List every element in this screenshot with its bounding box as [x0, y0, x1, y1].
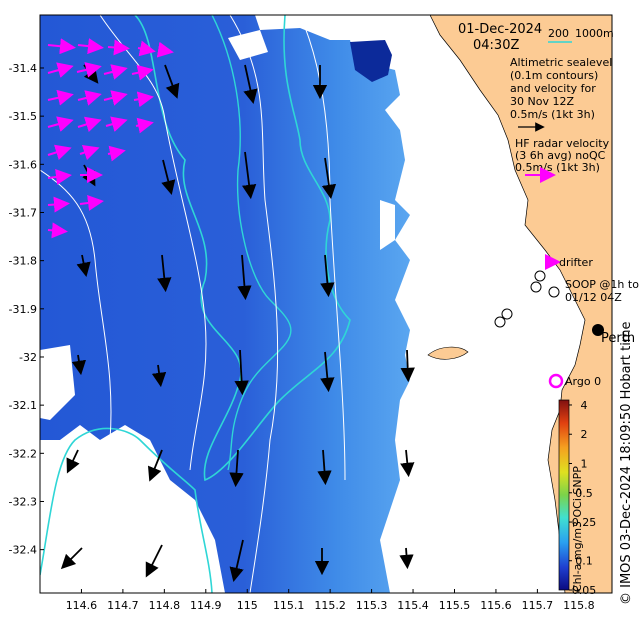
- title-time: 04:30Z: [473, 38, 519, 53]
- y-tick-label: -31.7: [9, 206, 37, 219]
- argo-marker: [548, 373, 564, 389]
- colorbar-tick-label: 2: [581, 428, 588, 441]
- x-tick-label: 115.1: [273, 599, 305, 612]
- x-tick-label: 115.8: [563, 599, 595, 612]
- x-tick-label: 114.6: [66, 599, 98, 612]
- city-label: Perth: [601, 331, 635, 346]
- legend-line: SOOP @1h to: [565, 278, 639, 291]
- legend-line: 01/12 04Z: [565, 291, 622, 304]
- isobath-1000: [40, 427, 213, 593]
- plot-frame: [39, 14, 613, 594]
- legend-line: 0.5m/s (1kt 3h): [515, 161, 600, 174]
- perth-marker: [592, 324, 604, 336]
- colorbar-tick-label: 4: [581, 399, 588, 412]
- drifter-label: drifter: [559, 256, 593, 269]
- colorbar-tick-label: 0.05: [572, 584, 597, 597]
- legend-line: (0.1m contours): [510, 69, 598, 82]
- legend-line: Altimetric sealevel: [510, 56, 612, 69]
- colorbar-tick-label: 0.1: [575, 555, 593, 568]
- y-tick-label: -31.6: [9, 158, 37, 171]
- x-tick-label: 115: [237, 599, 258, 612]
- argo-label: Argo 0: [565, 375, 601, 388]
- x-tick-label: 114.8: [149, 599, 181, 612]
- colorbar-ticks: 4 2 1 0.5 0.25 0.1 0.05: [569, 399, 596, 597]
- title-date: 01-Dec-2024: [458, 22, 542, 37]
- x-axis: 114.6 114.7 114.8 114.9 115 115.1 115.2 115.3 11…: [66, 589, 595, 612]
- credit-text: © IMOS 03-Dec-2024 18:09:50 Hobart time: [619, 321, 634, 605]
- x-tick-label: 115.5: [439, 599, 471, 612]
- isobath-200: [134, 15, 351, 482]
- y-tick-label: -32.3: [9, 495, 37, 508]
- altimetry-arrows: [60, 64, 415, 583]
- x-tick-label: 115.3: [356, 599, 388, 612]
- colorbar: [558, 399, 570, 591]
- chlorophyll-field: [40, 15, 410, 593]
- legend-line: HF radar velocity: [515, 137, 610, 150]
- y-tick-label: -32.1: [9, 399, 37, 412]
- colorbar-tick-label: 0.25: [572, 516, 597, 529]
- x-tick-label: 114.7: [107, 599, 139, 612]
- hf-radar-arrows: [47, 38, 174, 239]
- isobath-label-200: 200: [548, 27, 569, 40]
- colorbar-tick-label: 0.5: [575, 487, 593, 500]
- y-tick-label: -31.5: [9, 110, 37, 123]
- y-tick-label: -32.2: [9, 447, 37, 460]
- isobath-label-1000: 1000m: [575, 27, 614, 40]
- legend-line: (3 6h avg) noQC: [515, 149, 606, 162]
- colorbar-tick-label: 1: [581, 458, 588, 471]
- y-axis: -31.4 -31.5 -31.6 -31.7 -31.8 -31.9 -32 -32.1 -3…: [9, 62, 44, 557]
- legend-line: 0.5m/s (1kt 3h): [510, 108, 595, 121]
- y-tick-label: -31.9: [9, 303, 37, 316]
- soop-track: [494, 270, 560, 328]
- altimetry-legend: Altimetric sealevel(0.1m contours)and ve…: [510, 56, 612, 121]
- y-tick-label: -32: [19, 351, 37, 364]
- x-tick-label: 115.2: [314, 599, 346, 612]
- y-tick-label: -31.8: [9, 255, 37, 268]
- y-tick-label: -32.4: [9, 544, 37, 557]
- x-tick-label: 115.4: [397, 599, 429, 612]
- y-tick-label: -31.4: [9, 62, 37, 75]
- x-tick-label: 115.6: [480, 599, 512, 612]
- colorbar-label: Chl-a mg/m3 OCi SNPP: [571, 466, 584, 592]
- x-tick-label: 115.7: [522, 599, 554, 612]
- legend-line: and velocity for: [510, 82, 596, 95]
- chlorophyll-dark-patch: [350, 40, 392, 82]
- x-tick-label: 114.9: [190, 599, 222, 612]
- legend-line: 30 Nov 12Z: [510, 95, 574, 108]
